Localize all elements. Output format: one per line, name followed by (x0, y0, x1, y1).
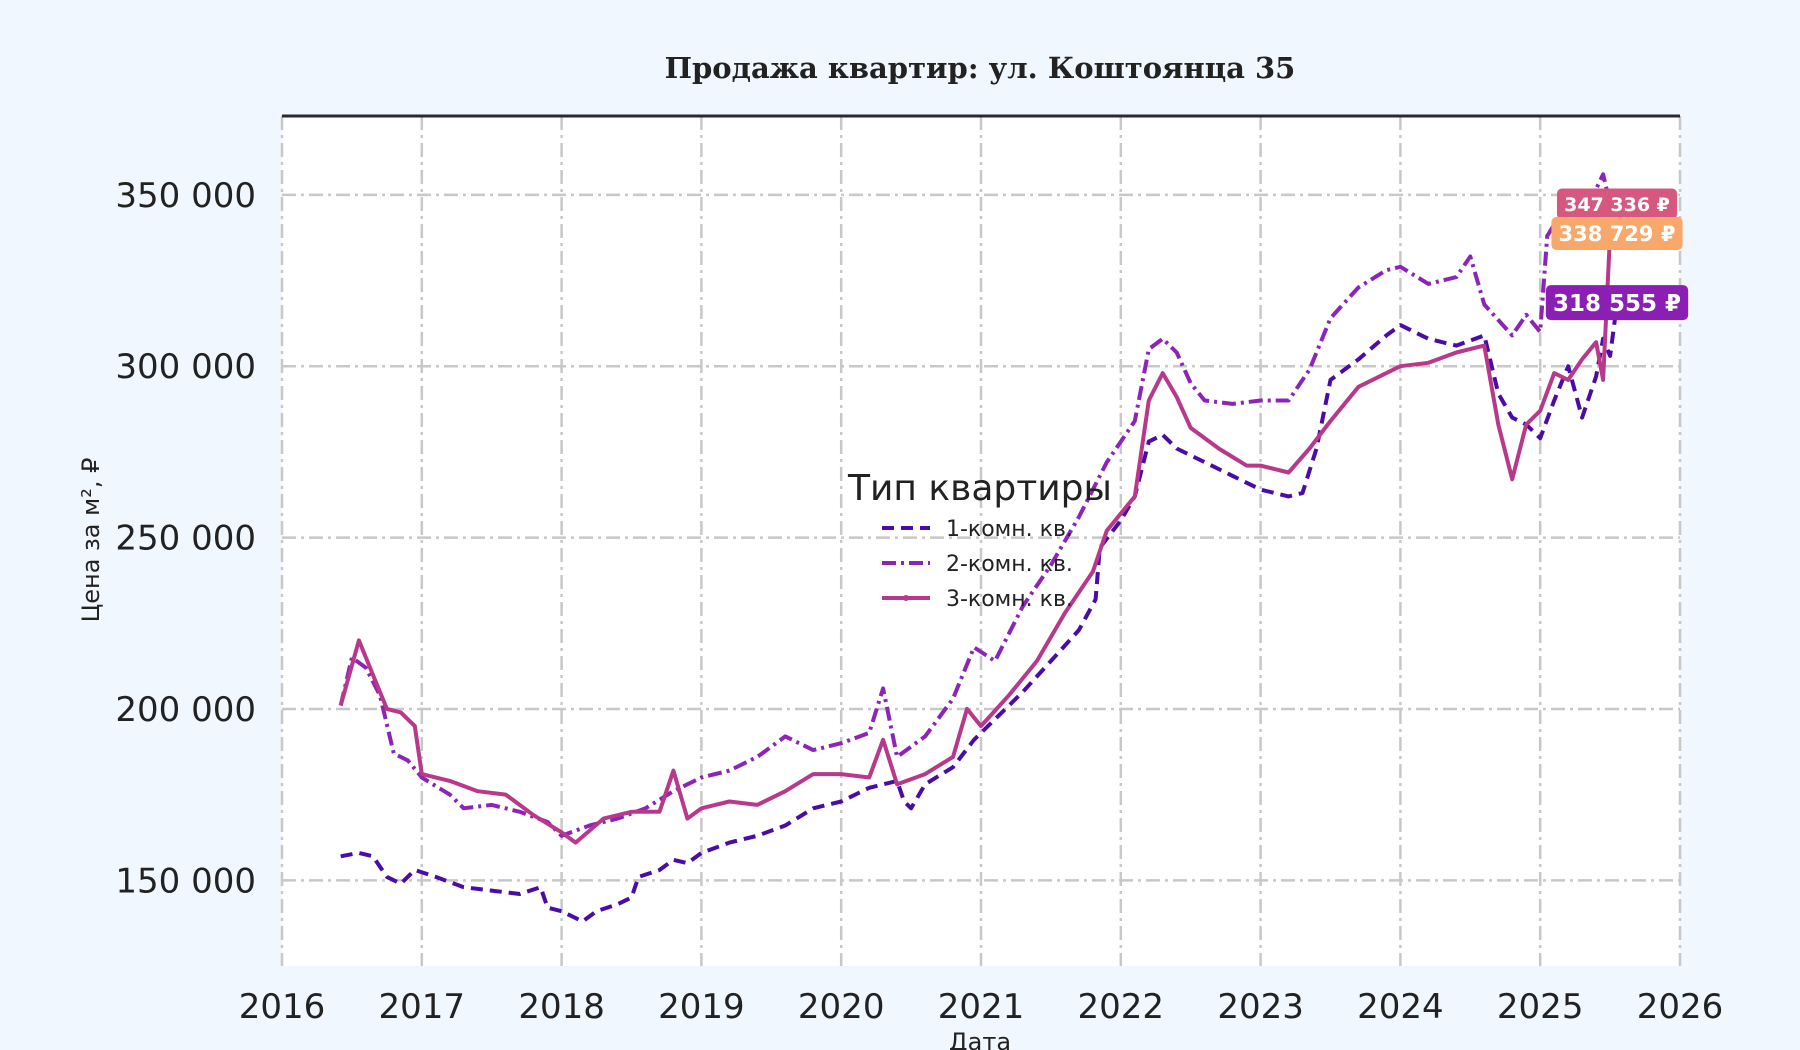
x-tick-label: 2018 (518, 987, 605, 1027)
y-tick-label: 200 000 (115, 690, 256, 730)
series-line-3 (338, 233, 1613, 845)
x-tick-label: 2016 (239, 987, 326, 1027)
x-tick-label: 2020 (798, 987, 885, 1027)
end-label-badge (1556, 188, 1678, 220)
legend-label-3: 3-комн. кв. (946, 587, 1073, 612)
x-tick-label: 2025 (1497, 987, 1584, 1027)
end-label-3: 318 555 ₽ (1545, 285, 1689, 321)
series-layer (338, 172, 1620, 924)
x-tick-label: 2024 (1357, 987, 1444, 1027)
x-tick-label: 2022 (1078, 987, 1165, 1027)
series-line-2 (338, 172, 1613, 838)
end-label-text: 318 555 ₽ (1553, 291, 1681, 317)
legend: Тип квартиры 1-комн. кв. 2-комн. кв. 3-к… (847, 468, 1112, 612)
y-tick-label: 250 000 (115, 519, 256, 559)
y-axis: 150 000 200 000 250 000 300 000 350 000 (115, 176, 256, 901)
y-tick-label: 300 000 (115, 347, 256, 387)
end-label-text: 347 336 ₽ (1564, 194, 1670, 216)
x-tick-label: 2021 (938, 987, 1025, 1027)
end-label-1: 347 336 ₽ (1556, 188, 1678, 220)
x-tick-label: 2026 (1637, 987, 1724, 1027)
legend-item-2: 2-комн. кв. (882, 552, 1073, 577)
legend-item-3: 3-комн. кв. (882, 587, 1073, 612)
y-axis-label: Цена за м², ₽ (77, 458, 105, 623)
legend-item-1: 1-комн. кв. (882, 517, 1073, 542)
x-axis: 2016 2017 2018 2019 2020 2021 2022 2023 2024 2025… (239, 987, 1724, 1027)
end-labels: 347 336 ₽ 338 729 ₽ 318 555 ₽ (1545, 188, 1689, 321)
grid (280, 116, 1682, 966)
legend-title: Тип квартиры (847, 468, 1112, 509)
end-label-text: 338 729 ₽ (1559, 222, 1676, 246)
end-label-badge (1551, 216, 1683, 250)
end-label-2: 338 729 ₽ (1551, 216, 1683, 250)
x-tick-label: 2023 (1217, 987, 1304, 1027)
y-tick-label: 350 000 (115, 176, 256, 216)
chart-title: Продажа квартир: ул. Коштоянца 35 (665, 51, 1296, 85)
end-label-badge (1545, 285, 1689, 321)
x-tick-label: 2019 (658, 987, 745, 1027)
y-tick-label: 150 000 (115, 861, 256, 901)
legend-label-2: 2-комн. кв. (946, 552, 1073, 577)
x-tick-label: 2017 (379, 987, 466, 1027)
series-line-1 (340, 302, 1620, 924)
x-axis-label: Дата (949, 1028, 1011, 1050)
legend-label-1: 1-комн. кв. (946, 517, 1073, 542)
